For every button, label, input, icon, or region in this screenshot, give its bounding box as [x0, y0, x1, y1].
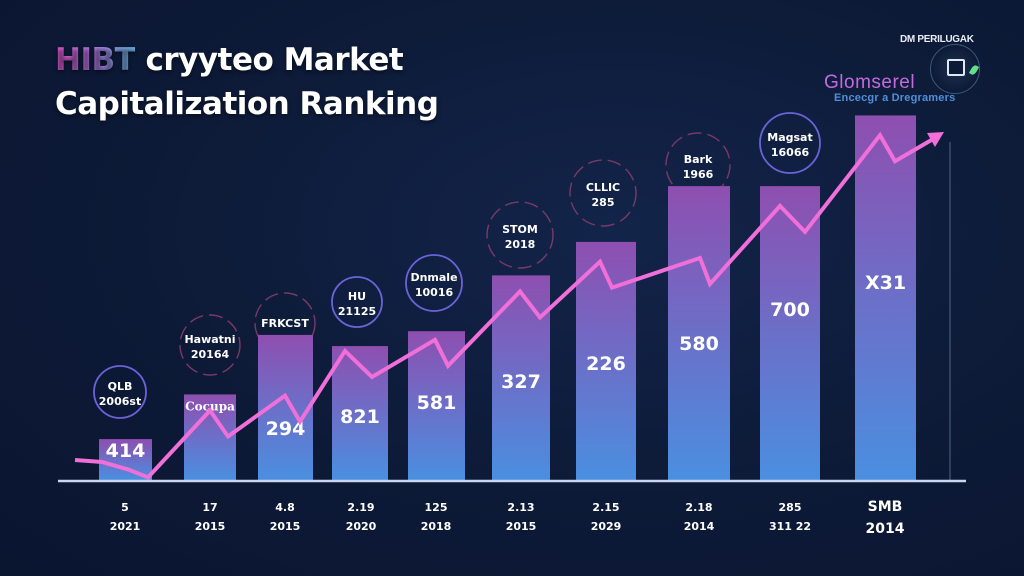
- annotation-subtitle: 10016: [415, 286, 454, 299]
- chart-title: HIBT cryyteo Market Capitalization Ranki…: [55, 38, 439, 126]
- x-tick-label-bottom: 2015: [270, 520, 301, 533]
- annotation-ring: [569, 159, 637, 227]
- bar-value-label: 700: [770, 299, 810, 321]
- annotation-title: CLLIC: [586, 181, 620, 194]
- annotation-subtitle: 285: [592, 196, 615, 209]
- annotation-ring: [759, 112, 821, 174]
- annotation-title: QLB: [108, 380, 133, 393]
- title-brand: HIBT: [55, 42, 136, 78]
- bar-value-label: 327: [501, 371, 541, 393]
- bar-value-label: 821: [340, 406, 380, 428]
- annotation-title: STOM: [502, 223, 538, 236]
- annotation-ring: [179, 314, 241, 376]
- x-tick-label-top: 125: [425, 501, 448, 514]
- bar-labels: 414 Cocupa 294 821 581 327 226 580 700 X31: [106, 272, 906, 462]
- x-tick-label-bottom: 2015: [195, 520, 226, 533]
- x-tick-label-bottom: 311 22: [769, 520, 811, 533]
- bar-value-label: 580: [679, 333, 719, 355]
- logo-top-text: DM PERILUGAK: [900, 34, 974, 45]
- bars: [99, 115, 916, 480]
- bar: [99, 439, 152, 480]
- x-tick-label-bottom: 2029: [591, 520, 622, 533]
- x-tick-label-top: SMB: [868, 499, 903, 515]
- bar: [855, 115, 916, 480]
- chart-title-line2: Capitalization Ranking: [55, 86, 439, 122]
- bar-value-label: 581: [417, 392, 457, 414]
- x-tick-label-top: 4.8: [275, 501, 295, 514]
- x-tick-label-top: 17: [202, 501, 217, 514]
- x-tick-label-bottom: 2021: [110, 520, 141, 533]
- trend-line: [74, 131, 942, 480]
- shield-emblem-icon: [930, 44, 980, 94]
- bar-inner-label: Cocupa: [185, 399, 235, 413]
- x-tick-label-bottom: 2014: [866, 521, 905, 537]
- x-tick-label-top: 2.19: [347, 501, 374, 514]
- x-tick-label-top: 2.18: [685, 501, 712, 514]
- logo-tagline: Encecgr a Dregramers: [834, 92, 956, 104]
- chart-title-line1: HIBT cryyteo Market: [55, 38, 438, 82]
- annotation-title: FRKCST: [261, 317, 309, 330]
- bar: [668, 186, 730, 480]
- annotation-subtitle: 21125: [338, 305, 376, 318]
- logo-name: Glomserel: [824, 72, 916, 93]
- title-line1-rest: cryyteo Market: [135, 42, 404, 78]
- x-axis-ticks: 5 2021 17 2015 4.8 2015 2.19 2020 125 2018 2.13 201…: [110, 499, 905, 537]
- emblem-screen-glyph: [947, 59, 965, 76]
- annotation-ring: [93, 365, 147, 419]
- x-tick-label-top: 2.13: [507, 501, 534, 514]
- annotation-title: Hawatni: [184, 333, 235, 346]
- annotation-subtitle: 1966: [683, 168, 714, 181]
- annotation-subtitle: 2018: [505, 238, 536, 251]
- x-tick-label-bottom: 2014: [684, 520, 715, 533]
- bar-value-label: 414: [106, 440, 146, 462]
- x-tick-label-top: 2.15: [592, 501, 619, 514]
- annotation-title: Dnmale: [410, 271, 457, 284]
- x-tick-label-top: 285: [779, 501, 802, 514]
- x-tick-label-bottom: 2020: [346, 520, 377, 533]
- x-tick-label-bottom: 2015: [506, 520, 537, 533]
- annotation-rings: QLB 2006st Hawatni 20164 FRKCST HU 21125 Dnmale…: [93, 112, 821, 419]
- x-tick-label-bottom: 2018: [421, 520, 452, 533]
- annotation-ring: [486, 201, 554, 269]
- annotation-subtitle: 20164: [191, 348, 230, 361]
- annotation-ring: [331, 276, 383, 328]
- bar-value-label: 226: [586, 353, 626, 375]
- annotation-title: Magsat: [767, 131, 812, 144]
- annotation-title: Bark: [684, 153, 713, 166]
- annotation-subtitle: 16066: [771, 146, 810, 159]
- brand-logo: DM PERILUGAK Glomserel Encecgr a Dregram…: [820, 30, 1020, 110]
- annotation-subtitle: 2006st: [99, 395, 141, 408]
- trend-arrow-icon: [927, 132, 944, 147]
- x-tick-label-top: 5: [121, 501, 129, 514]
- bar: [332, 346, 388, 480]
- bar-value-label: 294: [266, 418, 306, 440]
- bar-value-label: X31: [865, 272, 906, 294]
- annotation-title: HU: [348, 290, 366, 303]
- bar: [760, 186, 820, 480]
- annotation-ring: [405, 254, 463, 312]
